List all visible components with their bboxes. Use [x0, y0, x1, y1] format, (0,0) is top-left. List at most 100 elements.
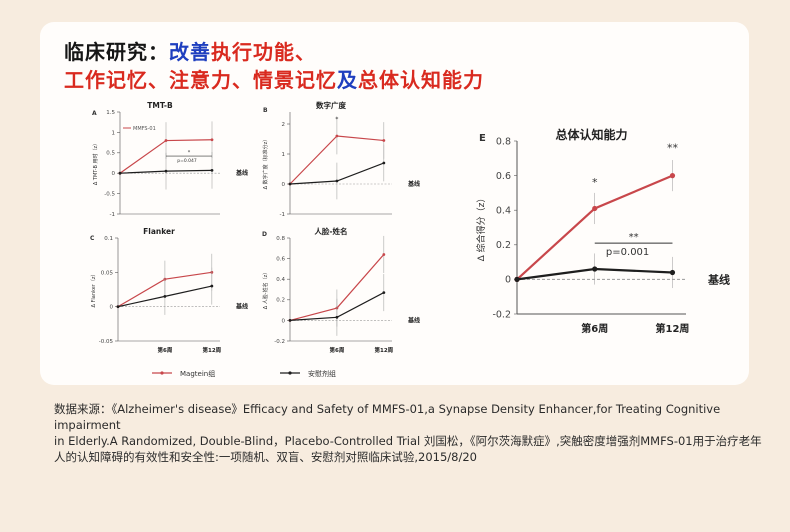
panel-c-xtick-label: 第12周: [203, 346, 222, 354]
panel-c-ytick-label: 0.1: [104, 236, 113, 242]
panel-a-id: A: [92, 110, 97, 117]
panel-c-ylabel: Δ Flanker（z）: [91, 272, 97, 308]
panel-a-ytick-label: 0: [112, 171, 116, 177]
panel-c-placebo-point: [210, 284, 214, 288]
panel-d-baseline-label: 基线: [407, 316, 420, 324]
panel-a-baseline-label: 基线: [235, 169, 248, 177]
panel-e-ytick-label: 0: [505, 275, 511, 286]
headline-cognition: 总体认知能力: [358, 68, 484, 92]
panel-e-baseline-label: 基线: [707, 272, 730, 286]
panel-b-ytick-label: 0: [282, 182, 286, 188]
panel-a-ytick-label: -1: [110, 212, 115, 218]
headline-executive: 执行功能、: [211, 40, 316, 64]
panel-e-title: 总体认知能力: [555, 127, 627, 142]
panel-a-ytick-label: 1: [112, 130, 116, 136]
panel-e-treatment-point: [592, 205, 598, 212]
panel-d-xtick-label: 第12周: [375, 346, 394, 354]
panel-b-placebo-point: [335, 179, 339, 183]
panel-a-treatment-point: [210, 138, 214, 142]
panel-c-xtick-label: 第6周: [158, 346, 173, 354]
data-source: 数据来源：《Alzheimer's disease》Efficacy and S…: [54, 401, 774, 465]
panel-a-ytick-label: 0.5: [106, 151, 115, 157]
panel-a-sig-star: *: [188, 150, 191, 156]
panel-d-ytick-label: -0.2: [274, 339, 285, 345]
panel-d-ylabel: Δ 人脸-姓名（z）: [262, 270, 269, 309]
panel-e-sig-star: *: [592, 176, 598, 189]
panel-b-ytick-label: 2: [282, 122, 286, 128]
panel-e-placebo-point: [514, 276, 520, 282]
panel-b-ylabel: Δ 数字广度（标准分z）: [262, 137, 269, 190]
panel-a-placebo-point: [118, 171, 122, 175]
panel-b-ytick-label: -1: [280, 212, 285, 218]
panel-c-baseline-label: 基线: [235, 303, 248, 311]
charts-svg: A TMT-B -1 -0.5 0 0.5 1 1.5 Δ TMT-B 用时（z） 基线 * p=0.…: [90, 100, 730, 378]
panel-b-ytick-label: 1: [282, 152, 286, 158]
panel-d-ytick-label: 0.6: [276, 257, 285, 263]
panel-d-ytick-label: 0.8: [276, 236, 285, 242]
panel-e-xtick-label: 第12周: [656, 322, 690, 335]
panel-e-ytick-label: 0.4: [496, 206, 511, 217]
panel-e-ytick-label: 0.2: [496, 240, 511, 251]
source-line-3: 人的认知障碍的有效性和安全性:一项随机、双盲、安慰剂对照临床试验,2015/8/…: [54, 450, 477, 464]
panel-d-ytick-label: 0.4: [276, 277, 285, 283]
panel-c-placebo-point: [116, 305, 120, 309]
panel-b-treatment-point: [335, 134, 339, 138]
legend-placebo-point: [288, 371, 292, 375]
panel-e-ytick-label: 0.8: [496, 136, 511, 147]
panel-a-p-value: p=0.047: [177, 158, 197, 164]
panel-e-placebo-point: [592, 266, 598, 272]
panel-e-treatment-point: [669, 173, 676, 179]
legend-placebo-label: 安慰剂组: [308, 369, 336, 378]
source-line-2: in Elderly.A Randomized, Double-Blind，Pl…: [54, 434, 762, 448]
panel-d-id: D: [262, 231, 267, 238]
panel-c-placebo-point: [163, 294, 167, 298]
panel-b-baseline-label: 基线: [407, 180, 420, 188]
panel-a-placebo-point: [210, 168, 214, 172]
panel-c-ytick-label: 0.05: [101, 270, 114, 276]
panel-e-ytick-label: 0.6: [496, 171, 511, 182]
panel-c-ytick-label: 0: [110, 305, 114, 311]
panel-e-sig-star: **: [667, 141, 679, 154]
panel-d-ytick-label: 0: [282, 318, 286, 324]
headline-line-2: 工作记忆、注意力、情景记忆及总体认知能力: [64, 64, 484, 93]
panel-c-title: Flanker: [143, 227, 175, 236]
legend-treatment-point: [160, 371, 164, 375]
panel-a-ytick-label: -0.5: [104, 192, 115, 198]
panel-b-title: 数字广度: [316, 100, 346, 110]
panel-b-placebo-point: [288, 182, 292, 186]
panel-e-p-value: p=0.001: [606, 247, 649, 258]
panel-d-title: 人脸-姓名: [314, 226, 347, 236]
source-line-1: 数据来源：《Alzheimer's disease》Efficacy and S…: [54, 402, 721, 432]
headline-and: 及: [337, 68, 358, 92]
panel-d-treatment-point: [382, 253, 386, 256]
headline-memory: 工作记忆、注意力、情景记忆: [64, 68, 337, 92]
panel-d-placebo-point: [382, 291, 386, 294]
panel-e-ylabel: Δ 综合得分（z）: [475, 194, 487, 262]
panel-c-ytick-label: -0.05: [99, 339, 114, 345]
headline-prefix: 临床研究：: [64, 40, 169, 64]
panel-a-ytick-label: 1.5: [106, 110, 115, 116]
panel-c-id: C: [90, 235, 95, 242]
panel-e-ytick-label: -0.2: [492, 309, 511, 320]
panel-b-placebo-point: [382, 161, 386, 165]
headline-line-1: 临床研究：改善执行功能、: [64, 36, 316, 65]
panel-b-id: B: [263, 107, 268, 114]
panel-d-xtick-label: 第6周: [330, 346, 345, 354]
headline-improve: 改善: [169, 40, 211, 64]
panel-d-placebo-point: [288, 319, 292, 322]
panel-a-placebo-point: [164, 169, 168, 173]
panel-d-placebo-point: [335, 315, 339, 319]
panel-e-xtick-label: 第6周: [581, 322, 608, 335]
panel-a-ylabel: Δ TMT-B 用时（z）: [92, 141, 99, 185]
panel-b-treatment-point: [382, 139, 386, 142]
chart-card: [40, 22, 749, 385]
panel-e-id: E: [479, 133, 486, 144]
panel-a-title: TMT-B: [147, 101, 173, 110]
panel-b-sig-star: *: [335, 116, 338, 123]
panel-a-legend-label: MMFS-01: [133, 126, 156, 132]
panel-d-ytick-label: 0.2: [276, 298, 285, 304]
panel-e-sig-star: **: [629, 232, 639, 243]
panel-e-placebo-point: [669, 269, 676, 276]
legend-treatment-label: Magtein组: [180, 369, 215, 378]
panel-a-treatment-point: [164, 139, 168, 142]
